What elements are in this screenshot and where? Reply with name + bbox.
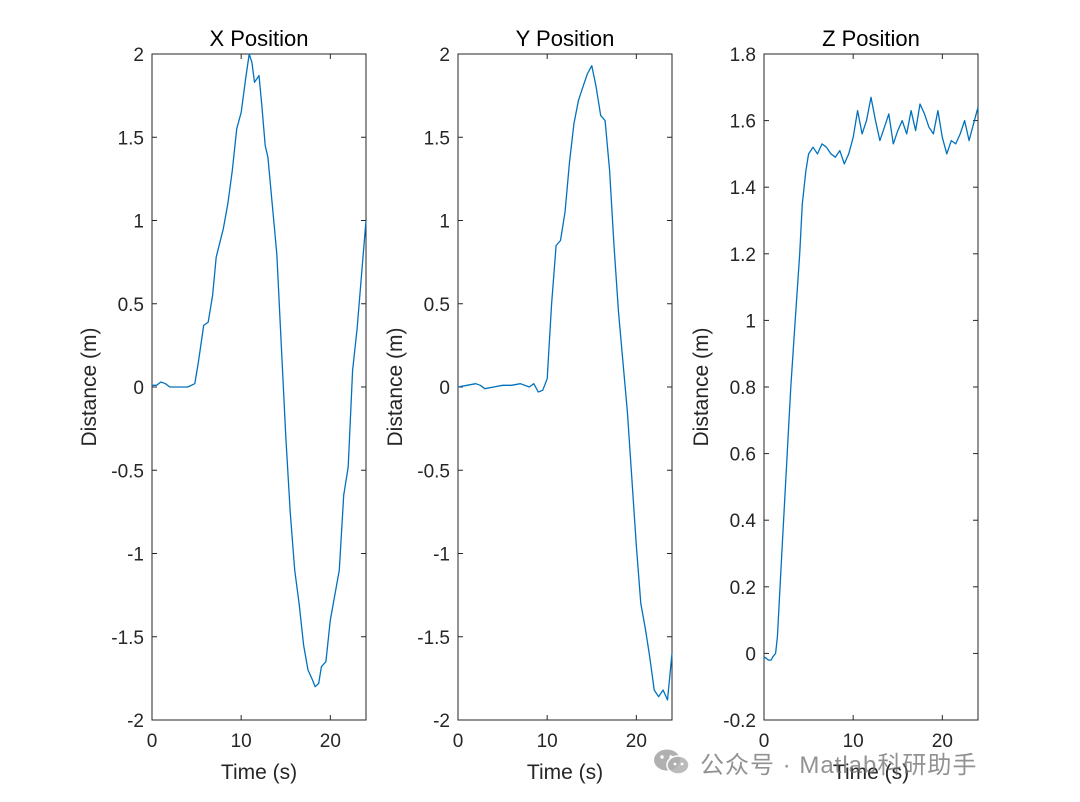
watermark: 公众号 · Matlab科研助手 bbox=[652, 742, 1072, 782]
chart1-series-line bbox=[457, 65, 673, 701]
chart0-xtick-label: 10 bbox=[231, 731, 252, 752]
wechat-icon bbox=[654, 749, 690, 775]
chart0-ytick-label: -0.5 bbox=[111, 461, 144, 482]
z-position-subplot: -0.200.20.40.60.811.21.41.61.80 10 20Z Pos… bbox=[690, 26, 979, 784]
watermark-text: 公众号 · Matlab科研助手 bbox=[700, 751, 978, 779]
chart0-ytick-label: -1 bbox=[127, 545, 144, 566]
chart1-ytick-label: -2 bbox=[433, 711, 450, 732]
chart2-ytick-label: 0 bbox=[745, 644, 756, 665]
chart0-ytick-label: 2 bbox=[133, 45, 144, 66]
chart1-xtick-label: 0 bbox=[453, 731, 464, 752]
chart2-ytick-label: 1.4 bbox=[730, 178, 757, 199]
chart2-series-line bbox=[763, 96, 979, 661]
chart2-ytick-label: 1.8 bbox=[730, 45, 756, 66]
chart2-ytick-label: 0.6 bbox=[730, 445, 756, 466]
chart2-ylabel: Distance (m) bbox=[690, 327, 713, 446]
chart0-ytick-label: 0 bbox=[133, 378, 144, 399]
chart2-ytick-label: 0.2 bbox=[730, 578, 756, 599]
chart0-ytick-label: -1.5 bbox=[111, 628, 144, 649]
chart0-series-line bbox=[152, 53, 367, 688]
chart2-ytick-label: 0.8 bbox=[730, 378, 756, 399]
chart2-xlabel: Time (s) bbox=[833, 761, 909, 784]
chart0-ytick-label: 1.5 bbox=[118, 128, 144, 149]
chart1-ytick-label: -1 bbox=[433, 545, 450, 566]
chart0-xtick-label: 20 bbox=[320, 731, 341, 752]
chart1-xtick-label: 20 bbox=[626, 731, 647, 752]
chart1-ytick-label: 0.5 bbox=[424, 295, 450, 316]
chart0-ytick-label: 1 bbox=[133, 212, 144, 233]
chart2-ytick-label: 1 bbox=[745, 311, 756, 332]
chart2-ytick-label: -0.2 bbox=[723, 711, 756, 732]
chart2-xtick-label: 10 bbox=[843, 731, 864, 752]
chart0-xlabel: Time (s) bbox=[221, 761, 297, 784]
chart1-ytick-label: 0 bbox=[439, 378, 450, 399]
chart2-ytick-label: 1.6 bbox=[730, 112, 756, 133]
chart1-xtick-label: 10 bbox=[537, 731, 558, 752]
chart1-ytick-label: 1 bbox=[439, 212, 450, 233]
x-position-subplot: -2-1.5-1-0.500.511.520 10 20X PositionTime… bbox=[78, 26, 367, 784]
chart1-axes-box bbox=[457, 53, 673, 721]
y-position-subplot: -2-1.5-1-0.500.511.520 10 20Y PositionTime… bbox=[384, 26, 673, 784]
chart0-xtick-label: 0 bbox=[147, 731, 158, 752]
chart0-ytick-label: 0.5 bbox=[118, 295, 144, 316]
chart2-title: Z Position bbox=[822, 26, 920, 51]
chart1-ytick-label: -1.5 bbox=[417, 628, 450, 649]
chart2-xtick-label: 0 bbox=[759, 731, 770, 752]
chart1-ylabel: Distance (m) bbox=[384, 327, 407, 446]
chart1-xlabel: Time (s) bbox=[527, 761, 603, 784]
chart0-ylabel: Distance (m) bbox=[78, 327, 101, 446]
chart2-axes-box bbox=[763, 53, 979, 721]
chart0-ytick-label: -2 bbox=[127, 711, 144, 732]
chart2-ytick-label: 0.4 bbox=[730, 511, 757, 532]
chart2-xtick-label: 20 bbox=[932, 731, 953, 752]
chart1-title: Y Position bbox=[516, 26, 615, 51]
chart1-ytick-label: 1.5 bbox=[424, 128, 450, 149]
chart1-ytick-label: -0.5 bbox=[417, 461, 450, 482]
chart2-ytick-label: 1.2 bbox=[730, 245, 756, 266]
chart0-title: X Position bbox=[209, 26, 308, 51]
chart1-ytick-label: 2 bbox=[439, 45, 450, 66]
